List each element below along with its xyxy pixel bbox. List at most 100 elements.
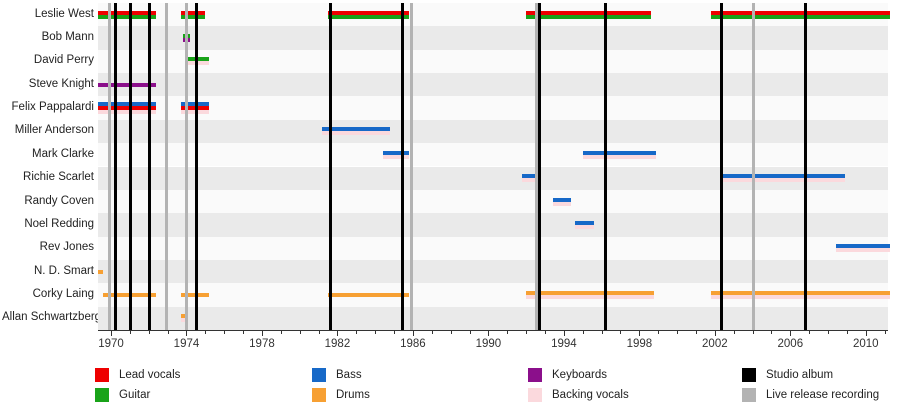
role-bar-backing_vocals: [180, 318, 189, 323]
member-label-noel-redding: Noel Redding: [24, 217, 94, 230]
x-axis-tick: [884, 330, 886, 334]
role-bar-backing_vocals: [575, 224, 595, 229]
role-bar-bass: [552, 197, 572, 202]
x-axis-tick-label: 2002: [702, 338, 728, 350]
live-release-marker: [410, 3, 414, 330]
x-axis-tick: [488, 330, 490, 336]
x-axis-tick-label: 1974: [173, 338, 200, 350]
x-axis-tick: [545, 330, 546, 334]
x-axis-tick: [129, 330, 131, 334]
role-bar-lead_vocals: [328, 10, 410, 15]
role-bar-lead_vocals: [97, 10, 157, 15]
timeline-row-band: [98, 306, 888, 330]
timeline-row-band: [98, 3, 888, 27]
member-label-corky-laing: Corky Laing: [32, 287, 94, 300]
legend-swatch-studio: [742, 368, 756, 382]
x-axis-tick: [563, 330, 565, 336]
x-axis-tick: [412, 330, 414, 336]
x-axis-tick-label: 1982: [324, 338, 351, 350]
legend-label-backing_vocals: Backing vocals: [552, 389, 629, 401]
role-bar-backing_vocals: [97, 110, 157, 115]
x-axis-tick: [620, 330, 622, 334]
role-bar-backing_vocals: [322, 131, 391, 136]
x-axis-tick: [639, 330, 641, 336]
x-axis-tick-label: 1978: [249, 338, 275, 350]
x-axis-tick: [677, 330, 679, 334]
studio-album-marker: [804, 3, 808, 330]
role-bar-backing_vocals: [835, 248, 891, 253]
x-axis-tick-label: 2006: [777, 338, 804, 350]
role-bar-drums: [97, 269, 104, 274]
x-axis-tick: [771, 330, 773, 334]
x-axis-tick: [280, 330, 282, 334]
role-bar-backing_vocals: [720, 178, 846, 183]
legend-label-guitar: Guitar: [119, 389, 151, 401]
role-bar-keyboards: [97, 82, 157, 87]
role-bar-backing_vocals: [582, 154, 657, 159]
x-axis-tick: [733, 330, 735, 334]
x-axis-tick-label: 1998: [626, 338, 653, 350]
x-axis-tick-label: 1990: [475, 338, 502, 350]
chart-legend: Lead vocals Guitar Bass Drums Keyboards Backi…: [0, 366, 900, 408]
studio-album-marker: [113, 3, 117, 330]
x-axis-tick: [752, 330, 754, 334]
timeline-row-band: [98, 73, 888, 97]
x-axis-tick: [790, 330, 792, 336]
legend-label-bass: Bass: [336, 369, 362, 381]
live-release-marker: [751, 3, 755, 330]
legend-swatch-bass: [312, 368, 326, 382]
live-release-marker: [164, 3, 168, 330]
timeline-row-band: [98, 143, 888, 167]
member-label-randy-coven: Randy Coven: [24, 194, 94, 207]
live-release-marker: [534, 3, 538, 330]
legend-swatch-backing_vocals: [528, 388, 542, 402]
legend-swatch-drums: [312, 388, 326, 402]
x-axis-tick: [148, 330, 150, 334]
role-bar-bass: [582, 150, 657, 155]
role-bar-lead_vocals: [526, 10, 651, 15]
x-axis-tick-label: 1994: [551, 338, 577, 350]
x-axis-tick: [714, 330, 716, 336]
member-label-axis: Leslie West Bob Mann David Perry Steve Knig…: [0, 3, 101, 330]
member-label-leslie-west: Leslie West: [34, 7, 94, 20]
role-bar-drums: [180, 314, 189, 319]
x-axis-tick-label: 2010: [853, 338, 879, 350]
timeline-row-band: [98, 259, 888, 284]
x-axis-tick: [695, 330, 697, 334]
live-release-marker: [108, 3, 112, 330]
legend-swatch-keyboards: [528, 368, 542, 382]
studio-album-marker: [147, 3, 151, 330]
x-axis-tick: [846, 330, 848, 334]
legend-label-lead_vocals: Lead vocals: [119, 369, 181, 381]
x-axis-tick: [318, 330, 320, 334]
x-axis-tick: [431, 330, 433, 334]
timeline-row-band: [98, 283, 888, 307]
role-bar-lead_vocals: [97, 106, 157, 111]
x-axis-tick: [337, 330, 339, 336]
role-bar-backing_vocals: [382, 154, 410, 159]
role-bar-drums: [328, 292, 410, 297]
member-label-n-d-smart: N. D. Smart: [33, 264, 94, 277]
role-bar-backing_vocals: [711, 294, 891, 299]
x-axis-tick: [261, 330, 263, 336]
member-label-rev-jones: Rev Jones: [39, 241, 94, 254]
x-axis-tick: [243, 330, 245, 334]
x-axis-tick: [394, 330, 396, 334]
x-axis-tick: [658, 330, 660, 334]
timeline-row-band: [98, 26, 888, 50]
x-axis-tick: [469, 330, 471, 334]
member-label-miller-anderson: Miller Anderson: [14, 124, 94, 137]
live-release-marker: [185, 3, 189, 330]
studio-album-marker: [538, 3, 542, 330]
role-bar-guitar: [180, 14, 206, 19]
role-bar-drums: [711, 290, 891, 295]
member-label-mark-clarke: Mark Clarke: [32, 147, 94, 160]
role-bar-bass: [720, 174, 846, 179]
x-axis-tick: [526, 330, 528, 334]
x-axis-tick: [224, 330, 226, 334]
member-label-richie-scarlet: Richie Scarlet: [23, 171, 94, 184]
role-bar-guitar: [328, 14, 410, 19]
legend-label-drums: Drums: [336, 389, 370, 401]
role-bar-bass: [97, 102, 157, 107]
role-bar-bass: [835, 244, 891, 249]
